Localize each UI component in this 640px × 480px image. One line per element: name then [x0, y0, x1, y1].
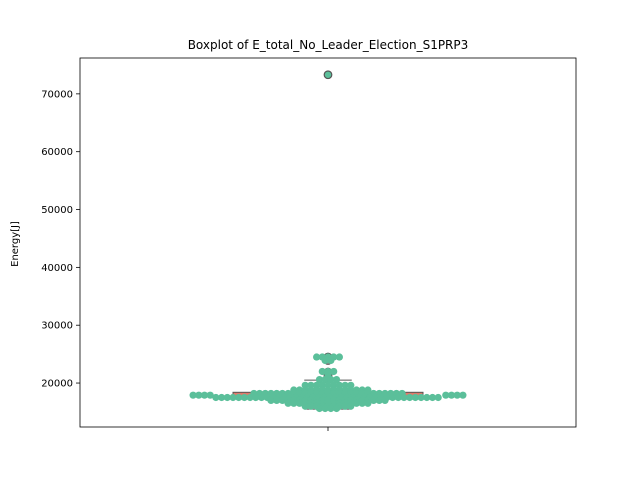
swarm-point — [229, 393, 237, 402]
chart-title: Boxplot of E_total_No_Leader_Election_S1… — [188, 38, 469, 52]
swarm-point — [447, 391, 456, 399]
swarm-point — [321, 356, 329, 365]
swarm-point — [200, 391, 209, 399]
swarm-point — [358, 399, 366, 407]
axes-frame — [79, 57, 577, 428]
swarm-point — [206, 391, 214, 399]
swarm-point — [321, 375, 329, 384]
swarm-point — [341, 402, 349, 410]
swarm-point — [375, 396, 383, 404]
swarm-point — [307, 402, 315, 410]
swarm-point — [235, 393, 243, 402]
swarm-point — [330, 367, 338, 376]
swarm-point — [352, 399, 361, 407]
swarm-point — [394, 393, 402, 402]
swarm-point — [370, 396, 378, 404]
y-tick-label: 70000 — [41, 89, 73, 100]
swarm-point — [212, 393, 220, 402]
swarm-point — [417, 393, 425, 402]
swarm-point — [423, 393, 431, 402]
y-tick-label: 40000 — [41, 263, 73, 274]
swarm-point — [315, 404, 324, 413]
swarm-point — [332, 404, 341, 413]
swarm-point — [223, 393, 231, 402]
swarm-point — [428, 393, 437, 402]
swarm-point — [252, 393, 260, 402]
y-axis-label: Energy[J] — [10, 221, 21, 267]
swarm-point — [313, 353, 321, 361]
swarm-point — [364, 399, 372, 407]
swarm-point — [278, 396, 286, 404]
swarm-point — [335, 353, 343, 361]
swarm-point — [406, 393, 414, 402]
swarm-point — [453, 391, 461, 399]
y-tick-label: 60000 — [41, 147, 73, 158]
swarm-point — [195, 391, 203, 399]
swarm-point — [400, 393, 408, 402]
swarm-point — [327, 356, 335, 365]
swarm-point — [327, 375, 335, 384]
swarm-point — [381, 396, 389, 404]
plot-area: 20000 30000 40000 50000 60000 70000 — [41, 57, 577, 431]
swarm-point — [273, 396, 281, 404]
swarm-point — [332, 375, 341, 384]
swarm-point — [246, 393, 254, 402]
swarm-point — [267, 396, 275, 404]
swarm-point — [257, 393, 266, 402]
swarm-point — [301, 402, 309, 410]
y-tick-label: 20000 — [41, 379, 73, 390]
swarm-point — [411, 393, 419, 402]
swarm-point — [240, 393, 248, 402]
swarm-point — [318, 367, 326, 376]
swarm-point — [189, 391, 197, 399]
y-tick-label: 30000 — [41, 321, 73, 332]
swarm-point — [315, 375, 324, 384]
y-tick-label: 50000 — [41, 205, 73, 216]
swarm-point — [321, 404, 329, 413]
swarm-point — [459, 391, 467, 399]
swarm-point — [218, 393, 226, 402]
swarm-point — [389, 393, 397, 402]
swarm-point — [434, 393, 442, 402]
swarm-point — [295, 399, 304, 407]
swarm-point — [284, 399, 292, 407]
swarm-point — [327, 404, 335, 413]
swarm-point — [347, 402, 355, 410]
swarm-point — [323, 70, 332, 79]
swarm-point — [290, 399, 298, 407]
swarm-point — [442, 391, 450, 399]
